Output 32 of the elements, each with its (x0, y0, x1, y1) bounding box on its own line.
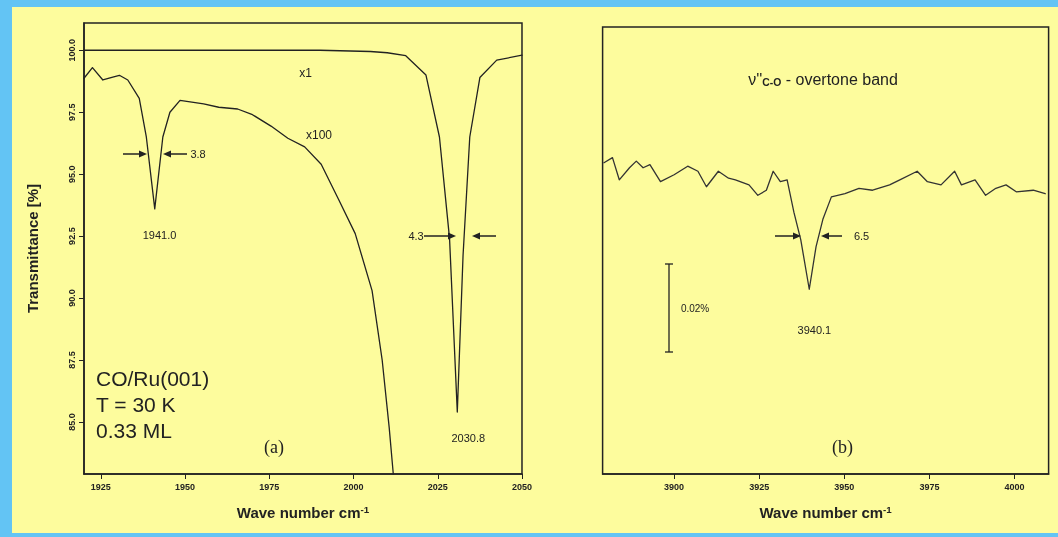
x-tick-label: 1925 (90, 481, 111, 492)
y-tick-label: 95.0 (66, 165, 77, 183)
x-tick-label: 3925 (749, 481, 770, 492)
x-tick-label: 1950 (175, 481, 196, 492)
x-tick-label: 2000 (343, 481, 364, 492)
x-tick-label: 3950 (834, 481, 855, 492)
y-tick-label: 85.0 (66, 413, 77, 431)
y-tick-label: 97.5 (66, 103, 77, 121)
annotation: 1941.0 (142, 228, 177, 241)
y-tick-label: 87.5 (66, 351, 77, 369)
annotation: x1 (299, 65, 313, 80)
annotation: 2030.8 (451, 432, 486, 444)
x-tick-label: 2025 (427, 481, 448, 492)
y-axis-title: Transmittance [%] (24, 183, 41, 314)
x-tick-label: 1975 (259, 481, 280, 492)
annotation: (b) (832, 437, 854, 458)
annotation: (a) (264, 437, 284, 458)
y-tick-label: 100.0 (66, 38, 77, 62)
x-tick-label: 4000 (1004, 481, 1025, 492)
y-tick-label: 90.0 (66, 289, 77, 307)
annotation: CO/Ru(001) T = 30 K 0.33 ML (96, 366, 210, 442)
annotation: 4.3 (408, 230, 424, 243)
annotation: 3940.1 (797, 324, 832, 337)
x-tick-label: 3900 (664, 481, 685, 492)
y-tick-label: 92.5 (66, 227, 77, 245)
chart-title: ν''C-O - overtone band (748, 70, 898, 88)
annotation: x100 (305, 127, 333, 142)
annotation: 6.5 (853, 230, 870, 243)
annotation: 0.02% (680, 302, 710, 314)
annotation: 3.8 (190, 148, 206, 161)
x-tick-label: 2050 (511, 481, 532, 492)
x-tick-label: 3975 (919, 481, 940, 492)
